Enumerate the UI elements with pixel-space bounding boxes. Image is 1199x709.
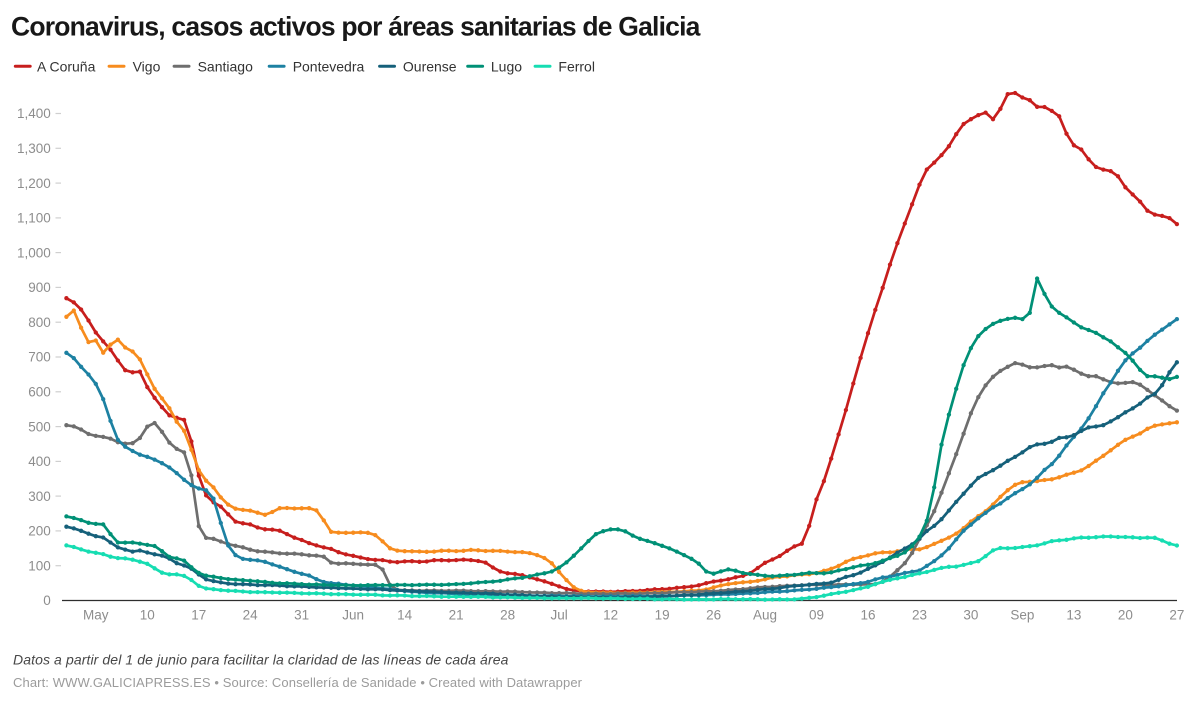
- svg-text:21: 21: [449, 607, 464, 622]
- svg-text:Vigo: Vigo: [133, 58, 161, 74]
- svg-text:Jul: Jul: [550, 607, 567, 622]
- svg-text:500: 500: [28, 419, 51, 434]
- svg-text:26: 26: [706, 607, 721, 622]
- svg-text:27: 27: [1169, 607, 1184, 622]
- svg-text:13: 13: [1066, 607, 1081, 622]
- svg-text:Pontevedra: Pontevedra: [293, 58, 365, 74]
- svg-text:16: 16: [860, 607, 875, 622]
- svg-text:Sep: Sep: [1010, 607, 1034, 622]
- svg-text:Santiago: Santiago: [198, 58, 253, 74]
- svg-text:800: 800: [28, 315, 51, 330]
- svg-text:200: 200: [28, 524, 51, 539]
- svg-text:1,400: 1,400: [17, 106, 51, 121]
- svg-text:10: 10: [140, 607, 155, 622]
- svg-text:300: 300: [28, 489, 51, 504]
- svg-text:31: 31: [294, 607, 309, 622]
- svg-text:24: 24: [243, 607, 259, 622]
- svg-text:20: 20: [1118, 607, 1133, 622]
- svg-text:Datos a partir del 1 de junio: Datos a partir del 1 de junio para facil…: [13, 652, 509, 668]
- svg-text:600: 600: [28, 385, 51, 400]
- svg-text:28: 28: [500, 607, 515, 622]
- svg-text:0: 0: [43, 593, 51, 608]
- svg-text:1,000: 1,000: [17, 245, 51, 260]
- svg-text:12: 12: [603, 607, 618, 622]
- svg-text:Coronavirus, casos activos por: Coronavirus, casos activos por áreas san…: [11, 12, 701, 42]
- svg-text:100: 100: [28, 558, 51, 573]
- svg-text:09: 09: [809, 607, 824, 622]
- svg-text:Ferrol: Ferrol: [558, 58, 595, 74]
- svg-text:Chart: WWW.GALICIAPRESS.ES • S: Chart: WWW.GALICIAPRESS.ES • Source: Con…: [13, 675, 583, 690]
- svg-text:Jun: Jun: [342, 607, 364, 622]
- svg-text:19: 19: [655, 607, 670, 622]
- svg-text:A Coruña: A Coruña: [37, 58, 96, 74]
- svg-text:Lugo: Lugo: [491, 58, 522, 74]
- svg-text:May: May: [83, 607, 109, 622]
- svg-text:Aug: Aug: [753, 607, 777, 622]
- svg-text:400: 400: [28, 454, 51, 469]
- svg-text:17: 17: [191, 607, 206, 622]
- svg-text:30: 30: [963, 607, 978, 622]
- svg-text:Ourense: Ourense: [403, 58, 457, 74]
- svg-text:700: 700: [28, 350, 51, 365]
- svg-text:23: 23: [912, 607, 927, 622]
- svg-text:1,100: 1,100: [17, 211, 51, 226]
- svg-text:1,200: 1,200: [17, 176, 51, 191]
- svg-text:900: 900: [28, 280, 51, 295]
- svg-text:1,300: 1,300: [17, 141, 51, 156]
- svg-text:14: 14: [397, 607, 413, 622]
